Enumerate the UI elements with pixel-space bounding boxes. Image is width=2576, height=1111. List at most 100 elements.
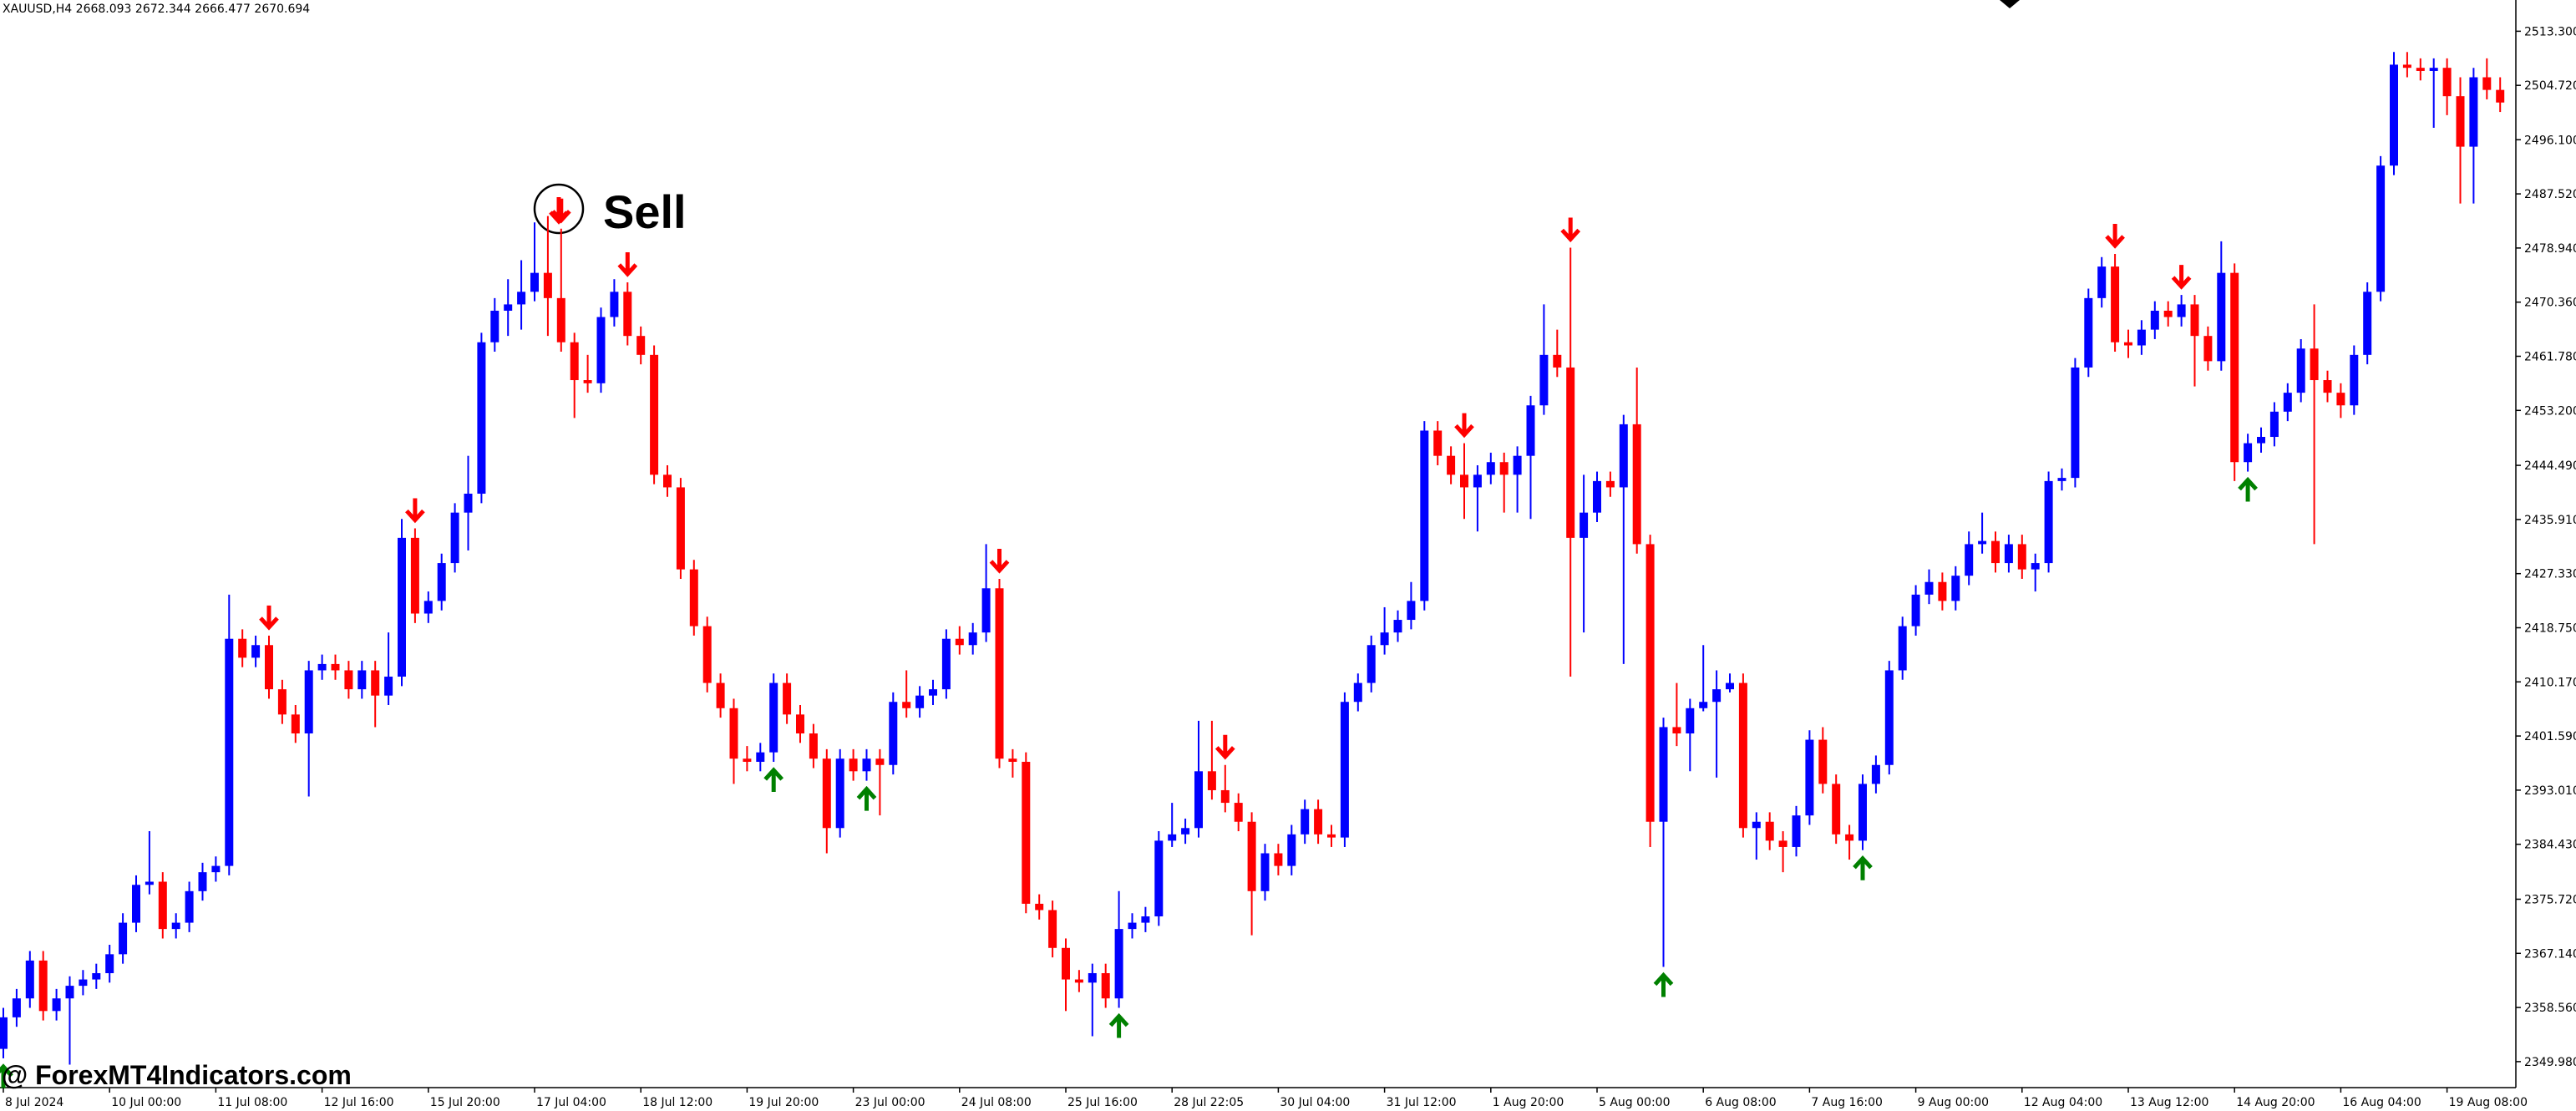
candle-body <box>251 645 261 658</box>
x-tick-label: 16 Aug 04:00 <box>2342 1096 2421 1109</box>
sell-arrow <box>1560 217 1581 243</box>
x-tick-label: 14 Aug 20:00 <box>2236 1096 2315 1109</box>
candle-body <box>968 632 977 646</box>
candle-body <box>1659 727 1668 822</box>
x-tick-label: 12 Aug 04:00 <box>2024 1096 2102 1109</box>
y-tick-label: 2375.720 <box>2524 893 2576 906</box>
candle-body <box>902 702 911 708</box>
sell-arrow <box>1454 413 1474 439</box>
candle-body <box>1699 702 1708 708</box>
candle-body <box>2190 304 2199 337</box>
candle-body <box>265 645 273 690</box>
buy-arrow <box>763 767 784 792</box>
candle-body <box>2269 411 2279 438</box>
candle-body <box>623 292 632 337</box>
candle-body <box>1274 853 1283 866</box>
candle-body <box>2124 342 2132 346</box>
candle-body <box>1566 367 1575 538</box>
candle-body <box>2004 544 2013 564</box>
candle-body <box>1447 455 1456 475</box>
candle-body <box>1340 702 1349 838</box>
candle-body <box>1433 430 1443 456</box>
candle-body <box>2496 89 2505 103</box>
candle-body <box>198 872 207 891</box>
candle-body <box>1752 821 1761 829</box>
candle-body <box>1141 916 1150 923</box>
candle-body <box>423 601 433 614</box>
candle-body <box>889 702 898 765</box>
watermark: @ ForexMT4Indicators.com <box>2 1060 352 1090</box>
candle-body <box>2416 68 2425 71</box>
candle-body <box>2163 310 2173 317</box>
candle-body <box>1672 727 1681 733</box>
candle-body <box>132 885 140 923</box>
candle-body <box>729 708 738 759</box>
buy-arrow <box>1853 855 1873 880</box>
candle-body <box>2323 380 2332 393</box>
candle-body <box>1407 601 1416 621</box>
candle-body <box>1181 828 1190 835</box>
y-tick-label: 2384.430 <box>2524 839 2576 852</box>
candle-body <box>796 714 804 733</box>
y-tick-label: 2453.200 <box>2524 404 2576 418</box>
candle-body <box>2390 64 2398 166</box>
candle-body <box>2363 292 2372 355</box>
candle-body <box>52 998 61 1012</box>
candle-body <box>2017 544 2026 570</box>
candle-body <box>2044 480 2053 564</box>
candle-body <box>1818 739 1828 784</box>
candle-body <box>1035 903 1044 911</box>
x-tick-label: 25 Jul 16:00 <box>1067 1096 1138 1109</box>
candle-body <box>384 677 393 696</box>
y-tick-label: 2504.720 <box>2524 79 2576 93</box>
candle-body <box>158 881 167 930</box>
candle-body <box>1513 455 1522 475</box>
candle-body <box>2442 68 2452 97</box>
candle-body <box>2402 64 2411 68</box>
candle-body <box>716 682 725 708</box>
candle-body <box>2336 393 2345 406</box>
candle-body <box>1605 480 1615 488</box>
candle-body <box>410 537 419 614</box>
candle-body <box>1726 682 1734 690</box>
candle-body <box>2097 266 2107 298</box>
candle-body <box>12 998 21 1017</box>
chart-title: XAUUSD,H4 2668.093 2672.344 2666.477 267… <box>3 3 310 16</box>
sell-arrow <box>2105 223 2125 249</box>
candle-body <box>955 638 964 646</box>
candle-body <box>1553 354 1562 368</box>
candle-body <box>1832 784 1841 835</box>
y-tick-label: 2393.010 <box>2524 784 2576 798</box>
y-tick-label: 2367.140 <box>2524 947 2576 961</box>
candle-body <box>1314 809 1323 835</box>
annotation: Sell <box>603 185 687 238</box>
candle-body <box>1792 815 1801 847</box>
buy-arrow <box>0 1063 13 1088</box>
candle-body <box>2429 68 2438 71</box>
candle-body <box>1580 512 1589 538</box>
candle-body <box>2137 329 2146 346</box>
candle-body <box>981 588 991 633</box>
candle-body <box>1128 922 1137 930</box>
candle-body <box>1898 626 1907 671</box>
candle-body <box>822 758 831 829</box>
candle-body <box>1460 474 1468 488</box>
candle-body <box>1499 462 1509 475</box>
y-tick-label: 2427.330 <box>2524 568 2576 581</box>
candle-body <box>79 979 88 987</box>
candle-body <box>941 638 951 690</box>
candle-body <box>1938 581 1947 601</box>
candle-body <box>504 304 513 311</box>
candle-body <box>1991 540 2000 564</box>
buy-arrow <box>1653 971 1674 997</box>
x-tick-label: 19 Jul 20:00 <box>748 1096 819 1109</box>
candle-body <box>2084 297 2093 368</box>
candle-body <box>1805 739 1814 816</box>
candle-body <box>1168 834 1177 841</box>
candle-body <box>1194 771 1203 829</box>
buy-arrow <box>1108 1012 1129 1038</box>
candle-body <box>1965 544 1974 576</box>
candle-body <box>570 342 579 381</box>
candle-body <box>1380 632 1389 646</box>
